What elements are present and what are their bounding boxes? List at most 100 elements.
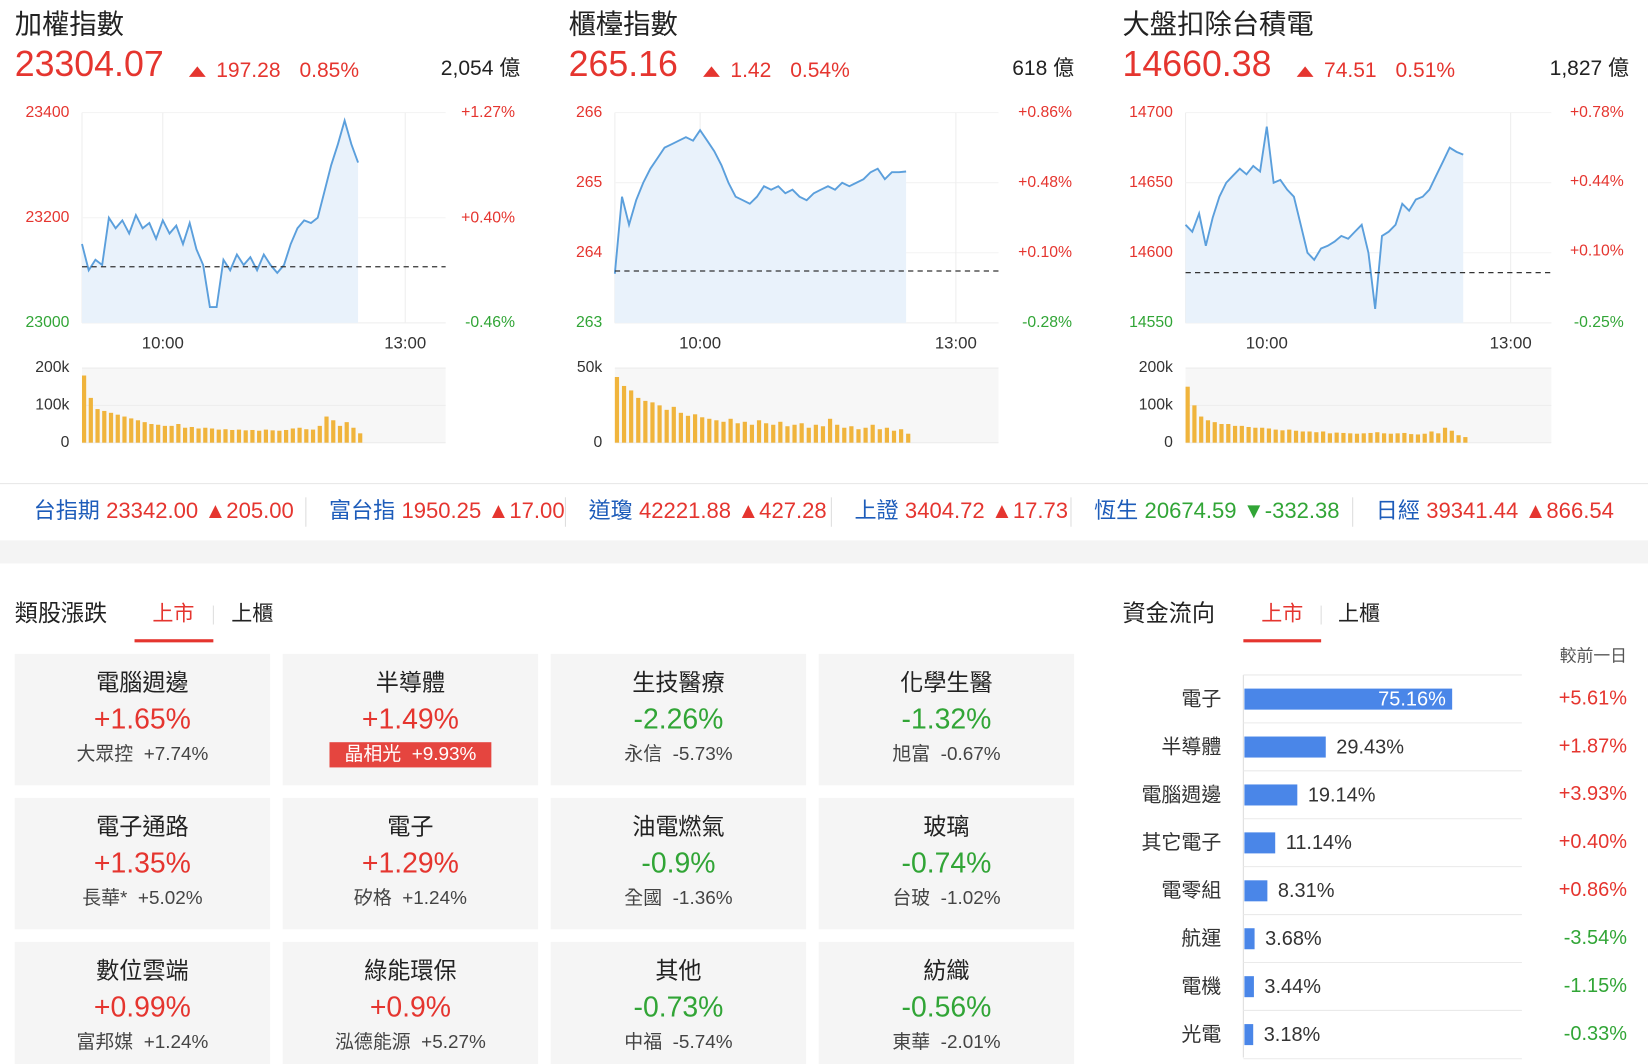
category-label: 半導體 <box>1161 735 1221 758</box>
ticker-price[interactable]: 20674.59 <box>1145 498 1237 523</box>
sector-change[interactable]: +0.9% <box>370 992 451 1024</box>
ticker-name[interactable]: 上證 <box>854 498 898 523</box>
ticker-name[interactable]: 道瓊 <box>589 498 633 523</box>
volume-bar <box>189 426 194 443</box>
stock-name[interactable]: 長華* <box>82 887 128 909</box>
sector-card[interactable] <box>14 941 271 1064</box>
stock-name[interactable]: 旭富 <box>892 743 930 765</box>
volume-bar <box>636 397 641 443</box>
tab[interactable]: 上櫃 <box>231 603 273 626</box>
ticker-price[interactable]: 3404.72 <box>905 498 985 523</box>
sector-card[interactable] <box>14 653 271 786</box>
ticker-name[interactable]: 台指期 <box>34 498 100 523</box>
stock-change[interactable]: -1.02% <box>941 888 1001 909</box>
sector-card[interactable] <box>282 797 539 930</box>
stock-change[interactable]: -5.73% <box>673 744 733 765</box>
volume-bar <box>108 412 114 443</box>
volume-bar <box>203 427 208 443</box>
stock-name[interactable]: 中福 <box>624 1031 662 1053</box>
ticker-price[interactable]: 42221.88 <box>639 498 731 523</box>
stock-change[interactable]: +9.93% <box>412 744 477 765</box>
sector-card[interactable] <box>550 653 807 786</box>
sector-change[interactable]: -0.74% <box>902 848 992 880</box>
sector-card[interactable] <box>550 941 807 1064</box>
stock-change[interactable]: -1.36% <box>673 888 733 909</box>
tab-active[interactable]: 上市 <box>1261 603 1303 626</box>
stock-change[interactable]: +5.02% <box>138 888 203 909</box>
stock-change[interactable]: -5.74% <box>673 1032 733 1053</box>
stock-name[interactable]: 富邦媒 <box>76 1031 133 1053</box>
sector-name[interactable]: 電子 <box>387 813 433 839</box>
stock-change[interactable]: +1.24% <box>144 1032 209 1053</box>
y2-tick-label: -0.25% <box>1574 314 1624 331</box>
y2-tick-label: +0.86% <box>1018 104 1072 121</box>
volume-bar <box>664 409 669 443</box>
sector-name[interactable]: 半導體 <box>376 670 445 696</box>
stock-change[interactable]: +7.74% <box>144 744 209 765</box>
value-label: 3.68% <box>1265 928 1322 950</box>
sector-change[interactable]: -2.26% <box>634 704 724 736</box>
ticker-price[interactable]: 39341.44 <box>1426 498 1518 523</box>
stock-name[interactable]: 晶相光 <box>344 743 401 765</box>
stock-name[interactable]: 全國 <box>624 888 662 909</box>
ticker-change[interactable]: ▲17.73 <box>991 498 1068 523</box>
stock-name[interactable]: 永信 <box>624 743 662 765</box>
ticker-name[interactable]: 恆生 <box>1094 498 1138 523</box>
sector-change[interactable]: +0.99% <box>94 992 191 1024</box>
sector-name[interactable]: 紡織 <box>923 957 969 983</box>
ticker-change[interactable]: ▲205.00 <box>204 498 293 523</box>
stock-name[interactable]: 東華 <box>892 1031 930 1053</box>
ticker-price[interactable]: 23342.00 <box>106 498 198 523</box>
ticker-name[interactable]: 日經 <box>1376 498 1420 523</box>
sector-change[interactable]: -0.9% <box>641 848 715 880</box>
sector-name[interactable]: 電子通路 <box>96 813 188 839</box>
sector-card[interactable] <box>282 941 539 1064</box>
stock-change[interactable]: -2.01% <box>941 1032 1001 1053</box>
sector-change[interactable]: +1.65% <box>94 704 191 736</box>
bar <box>1244 736 1326 758</box>
ticker-change[interactable]: ▼-332.38 <box>1243 498 1340 523</box>
sector-name[interactable]: 生技醫療 <box>632 670 724 696</box>
sector-card[interactable] <box>818 941 1075 1064</box>
price-line <box>613 128 907 274</box>
sector-change[interactable]: +1.29% <box>362 848 459 880</box>
sector-change[interactable]: -1.32% <box>902 704 992 736</box>
index-change-pct: 0.51% <box>1396 59 1456 82</box>
ticker-name[interactable]: 富台指 <box>329 498 395 523</box>
sector-change[interactable]: +1.49% <box>362 704 459 736</box>
volume-bar <box>877 429 882 443</box>
ticker-change[interactable]: ▲427.28 <box>737 498 826 523</box>
stock-change[interactable]: +1.24% <box>402 888 467 909</box>
ticker-price[interactable]: 1950.25 <box>401 498 481 523</box>
tab[interactable]: 上櫃 <box>1338 603 1380 626</box>
stock-name[interactable]: 大眾控 <box>76 743 133 765</box>
sector-card[interactable] <box>818 653 1075 786</box>
volume-bar <box>827 418 833 443</box>
stock-name[interactable]: 矽格 <box>354 887 392 909</box>
sector-name[interactable]: 電腦週邊 <box>96 670 188 696</box>
stock-name[interactable]: 泓德能源 <box>335 1031 411 1053</box>
volume-bar <box>671 406 676 443</box>
stock-change[interactable]: -0.67% <box>941 744 1001 765</box>
stock-name[interactable]: 台玻 <box>892 887 930 909</box>
sector-name[interactable]: 玻璃 <box>923 813 969 839</box>
y2-tick-label: +1.27% <box>461 104 515 121</box>
tab-active[interactable]: 上市 <box>152 603 194 626</box>
sector-card[interactable] <box>818 797 1075 930</box>
sector-name[interactable]: 其他 <box>655 957 701 983</box>
sector-change[interactable]: +1.35% <box>94 848 191 880</box>
ticker-change[interactable]: ▲866.54 <box>1525 498 1614 523</box>
stock-change[interactable]: +5.27% <box>421 1032 486 1053</box>
sector-card[interactable] <box>14 797 271 930</box>
sector-name[interactable]: 綠能環保 <box>364 957 456 983</box>
ticker-change[interactable]: ▲17.00 <box>488 498 565 523</box>
sector-change[interactable]: -0.73% <box>634 992 724 1024</box>
sector-name[interactable]: 數位雲端 <box>96 957 188 983</box>
sector-change[interactable]: -0.56% <box>902 992 992 1024</box>
volume-bar <box>1192 405 1197 443</box>
volume-bar <box>1185 386 1190 443</box>
sector-name[interactable]: 化學生醫 <box>900 670 992 696</box>
sector-card[interactable] <box>550 797 807 930</box>
volume-bar <box>250 429 255 443</box>
sector-name[interactable]: 油電燃氣 <box>632 813 724 839</box>
